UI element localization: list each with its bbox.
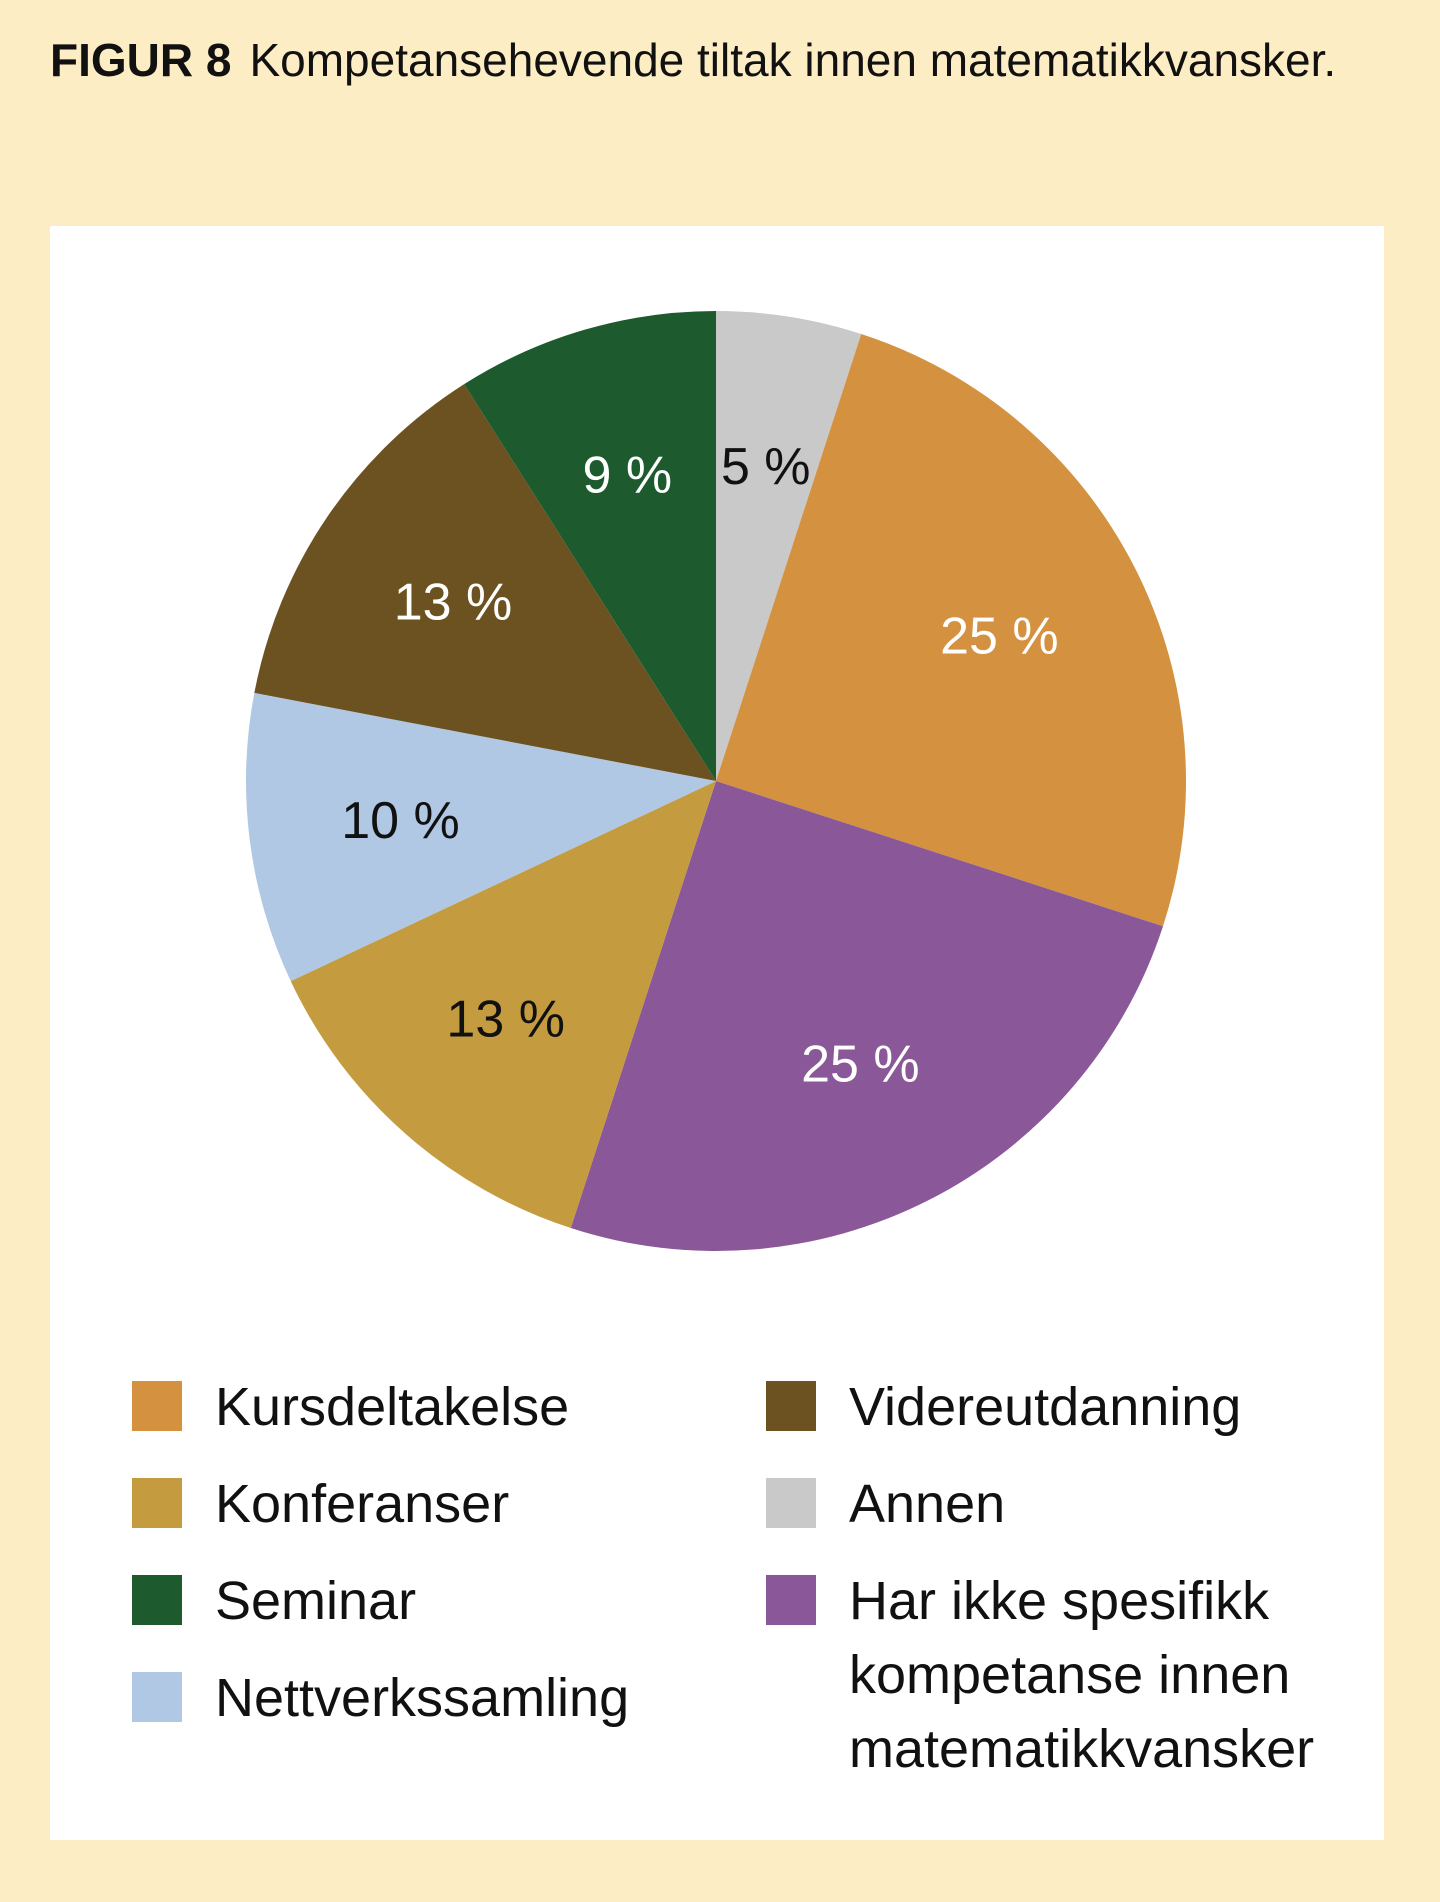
chart-panel: 5 % 25 % 25 % 13 % 10 % 13 % 9 % Kursdeltakels… — [50, 226, 1384, 1840]
data-label-annen: 5 % — [721, 438, 811, 496]
data-label-konferanser: 13 % — [446, 991, 565, 1049]
legend-label: Videreutdanning — [849, 1377, 1242, 1437]
legend-swatch — [132, 1381, 182, 1431]
legend-swatch — [132, 1672, 182, 1722]
data-label-seminar: 9 % — [582, 447, 672, 505]
legend-swatch — [132, 1575, 182, 1625]
legend-swatch — [132, 1478, 182, 1528]
legend-swatch — [766, 1575, 816, 1625]
legend-item-annen: Annen — [766, 1467, 1366, 1541]
legend-item-nettverkssamling: Nettverkssamling — [132, 1661, 732, 1735]
legend-label: Konferanser — [215, 1474, 510, 1534]
pie-slice-videreutdanning — [254, 384, 716, 781]
legend-label: Kursdeltakelse — [215, 1377, 570, 1437]
figure-title: Kompetansehevende tiltak innen matematik… — [249, 34, 1337, 86]
pie-slice-seminar — [464, 311, 716, 781]
legend-label: Annen — [849, 1474, 1006, 1534]
pie-slice-kursdeltakelse — [716, 334, 1187, 927]
legend-item-konferanser: Konferanser — [132, 1467, 732, 1541]
pie-slice-annen — [716, 311, 862, 781]
legend-label: Har ikke spesifikk kompetanse innen mate… — [849, 1571, 1315, 1779]
pie-slice-konferanser — [290, 781, 716, 1228]
data-label-kursdeltakelse: 25 % — [940, 608, 1059, 666]
legend-swatch — [766, 1478, 816, 1528]
legend-label: Nettverkssamling — [215, 1668, 630, 1728]
pie-slice-nettverkssamling — [246, 692, 716, 982]
data-label-nettverkssamling: 10 % — [341, 792, 460, 850]
legend-item-seminar: Seminar — [132, 1564, 732, 1638]
figure-label: FIGUR 8 — [50, 34, 232, 86]
figure-heading: FIGUR 8 Kompetansehevende tiltak innen ma… — [50, 28, 1350, 92]
legend-item-videreutdanning: Videreutdanning — [766, 1370, 1366, 1444]
pie-slice-har-ikke-spesifikk-kompetanse-innen-matematikkvansker — [570, 781, 1163, 1251]
legend-item-har-ikke-spesifikk-kompetanse-innen-matematikkvansker: Har ikke spesifikk kompetanse innen mate… — [766, 1564, 1366, 1786]
legend-item-kursdeltakelse: Kursdeltakelse — [132, 1370, 732, 1444]
legend-label: Seminar — [215, 1571, 417, 1631]
legend-column-left: Kursdeltakelse Konferanser Seminar Nettverk… — [132, 1370, 732, 1758]
legend-swatch — [766, 1381, 816, 1431]
data-label-har-ikke-spesifikk-kompetanse-innen-matematikkvansker: 25 % — [801, 1035, 920, 1093]
legend-column-right: Videreutdanning Annen Har ikke spesifikk k… — [766, 1370, 1366, 1809]
data-label-videreutdanning: 13 % — [394, 573, 513, 631]
pie-chart: 5 % 25 % 25 % 13 % 10 % 13 % 9 % — [246, 311, 1187, 1251]
